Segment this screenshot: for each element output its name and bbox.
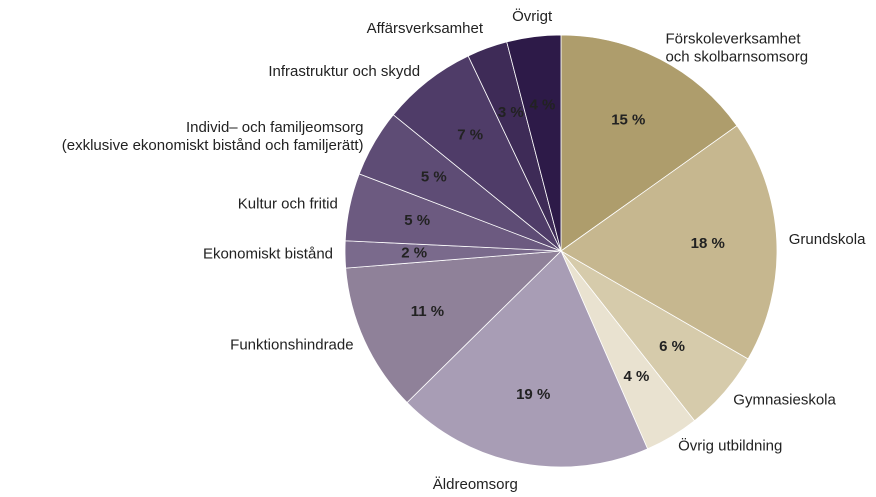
- category-label-line: Övrigt: [512, 7, 553, 25]
- pie-slice: [345, 250, 563, 404]
- category-label: Infrastruktur och skydd: [268, 63, 420, 80]
- value-label: 15 %: [611, 111, 645, 128]
- pie-slice: [560, 34, 738, 252]
- category-label-line: Kultur och fritid: [238, 195, 338, 212]
- pie-slice: [560, 125, 778, 360]
- category-label: Grundskola: [789, 231, 866, 248]
- value-label: 5 %: [404, 212, 430, 229]
- category-label-line: Förskoleverksamhet: [665, 30, 801, 47]
- category-label: Äldreomsorg: [433, 476, 518, 493]
- category-label: Förskoleverksamhet och skolbarnsomsorg: [665, 30, 808, 65]
- category-label-line: Gymnasieskola: [733, 391, 836, 408]
- category-label: Övrig utbildning: [678, 437, 782, 455]
- category-label-line: och skolbarnsomsorg: [665, 48, 808, 65]
- category-label-line: Ekonomiskt bistånd: [203, 246, 333, 263]
- value-label: 5 %: [421, 169, 447, 186]
- category-label-line: Övrig utbildning: [678, 437, 782, 455]
- value-label: 6 %: [659, 338, 685, 355]
- value-label: 18 %: [691, 235, 725, 252]
- category-label-line: Individ– och familjeomsorg: [186, 119, 364, 136]
- value-label: 4 %: [624, 368, 650, 385]
- category-label: Funktionshindrade: [230, 337, 353, 354]
- category-label: Affärsverksamhet: [367, 20, 484, 37]
- category-label: Individ– och familjeomsorg (exklusive eko…: [62, 119, 364, 154]
- value-label: 2 %: [401, 244, 427, 261]
- category-label-line: (exklusive ekonomiskt bistånd och familj…: [62, 137, 364, 154]
- category-label: Kultur och fritid: [238, 195, 338, 212]
- category-label-line: Affärsverksamhet: [367, 20, 484, 37]
- value-label: 7 %: [457, 127, 483, 144]
- category-label: Gymnasieskola: [733, 391, 836, 408]
- category-label-line: Äldreomsorg: [433, 476, 518, 493]
- category-label: Ekonomiskt bistånd: [203, 246, 333, 263]
- value-label: 19 %: [516, 386, 550, 403]
- value-label: 11 %: [411, 303, 444, 320]
- category-label-line: Funktionshindrade: [230, 337, 353, 354]
- value-label: 4 %: [529, 96, 555, 113]
- value-label: 3 %: [498, 104, 524, 121]
- category-label-line: Infrastruktur och skydd: [268, 63, 420, 80]
- pie-slice: [406, 250, 649, 468]
- pie-slice: [506, 34, 562, 252]
- category-label-line: Grundskola: [789, 231, 866, 248]
- category-label: Övrigt: [512, 7, 553, 25]
